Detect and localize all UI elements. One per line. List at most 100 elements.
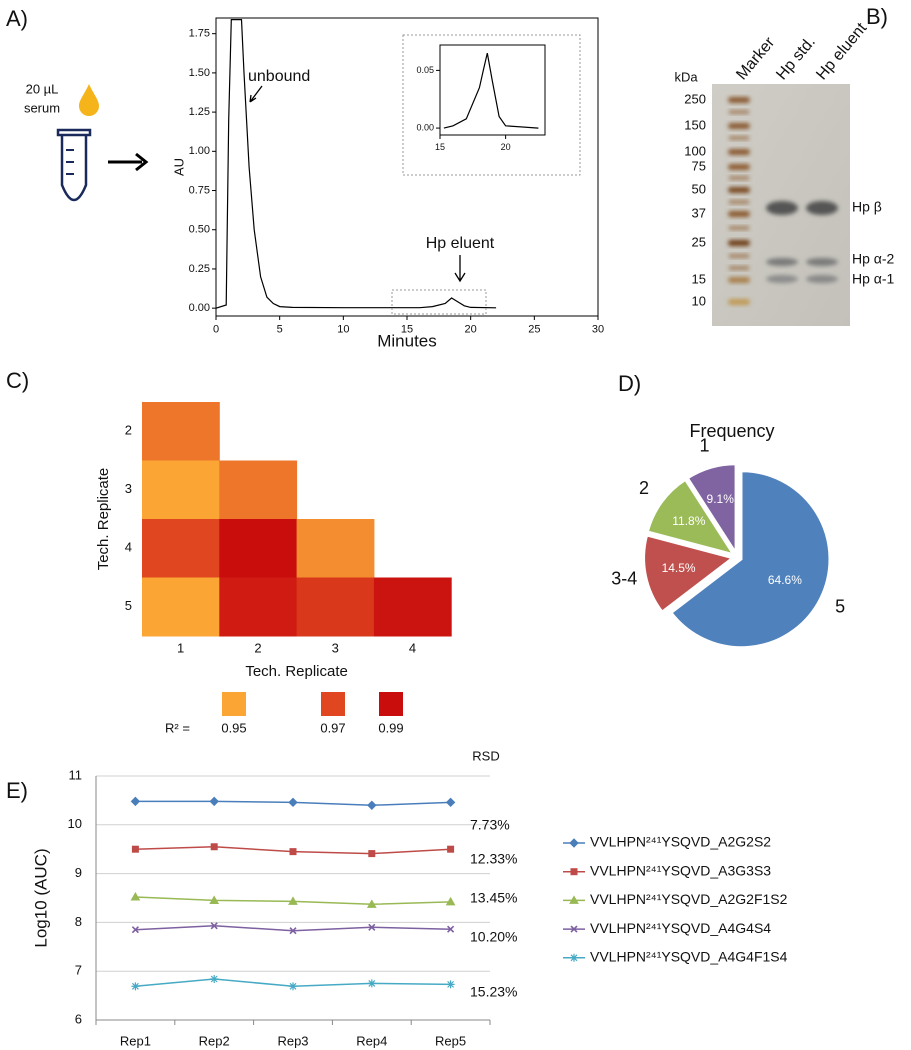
x-tick-label: 15 [401,323,413,335]
protein-band [806,201,838,215]
y-axis-label: Log10 (AUC) [31,848,50,947]
charts: 0.000.250.500.751.001.251.501.750 5 10 15 20… [31,17,845,1048]
drop-icon [79,84,99,116]
y-tick-label: 10 [68,816,82,831]
y-tick-label: 1.75 [189,28,210,40]
marker [209,895,220,904]
ladder-band [728,97,750,103]
category-label: 5 [835,597,845,617]
ladder-label: 15 [692,271,706,286]
x-axis-label: Tech. Replicate [245,663,348,680]
ladder-band [728,123,750,129]
ladder-band [728,277,750,283]
pie-slice [646,478,736,556]
column-label: 2 [254,640,261,655]
ladder-label: 150 [684,117,706,132]
marker [289,848,297,856]
line-chart: 0.00 0.25 0.50 0.75 1.00 1.25 1.50 1.75 0 5 10 15 20… [171,17,604,350]
heat-cell [142,577,220,637]
legend-label: VVLHPN²⁴¹YSQVD_A3G3S3 [590,862,771,878]
marker [445,896,456,906]
plot-frame [439,44,546,136]
marker [569,895,579,904]
protein-band [806,258,838,266]
lane-label: Marker [733,34,778,84]
band-label: Hp α-2 [852,251,895,267]
heat-cell [142,402,220,461]
marker [210,922,218,930]
marker [367,979,376,988]
column-label: 4 [409,640,416,655]
y-tick-label: 7 [75,963,82,978]
marker [288,896,298,905]
heat-cell [219,519,298,578]
heatmap: 2 3 4 5 1 2 3 4 Tech. Replicate Tech. Replicate R²… [95,402,452,735]
heat-cell [296,519,375,578]
legend-label: 0.95 [221,720,246,735]
rsd-label: 10.20% [470,929,517,945]
line-chart: 0.00 0.05 15 20 [416,44,546,152]
ladder-band [728,211,750,217]
legend-label: VVLHPN²⁴¹YSQVD_A2G2F1S2 [590,891,788,907]
rsd-label: 15.23% [470,984,517,1000]
marker [570,868,578,876]
marker [368,923,376,931]
value-label: 11.8% [672,514,705,528]
x-tick-label: Rep3 [277,1033,308,1048]
x-tick-label: 30 [592,323,604,335]
legend-swatch [222,692,246,716]
heat-cell [296,577,375,637]
protein-band [766,258,798,266]
panel-label: B) [866,4,888,29]
lane-label: Hp eluent [813,19,870,83]
marker [569,838,579,848]
ladder-label: 250 [684,91,706,106]
ladder-band [728,187,750,193]
protein-band [806,275,838,283]
ladder-band [729,176,749,180]
y-tick-label: 6 [75,1011,82,1026]
marker [446,980,455,989]
rsd-label: 13.45% [470,890,517,906]
legend-swatch [379,692,403,716]
column-label: 3 [332,640,339,655]
marker [209,796,219,807]
row-label: 3 [125,481,132,496]
y-tick-label: 0.05 [416,65,434,75]
ladder-band [729,200,749,204]
y-axis-label: AU [171,158,186,176]
protein-band [766,201,798,215]
schematic: 20 µL serum [24,81,149,202]
rsd-label: 7.73% [470,817,510,833]
panel-label: D) [618,371,641,396]
marker [366,899,377,908]
ladder-band [728,240,750,246]
line-chart: 6 7 8 9 10 11 Rep1 Rep2 Rep3 Rep4 Rep5 Log10 (AUC) V… [31,748,787,1048]
x-tick-label: 10 [337,323,349,335]
y-tick-label: 11 [69,767,83,782]
x-tick-label: 25 [528,323,540,335]
row-label: 2 [125,423,132,438]
data-line [443,52,539,129]
marker [210,843,218,851]
panel-label: E) [6,778,28,803]
marker [570,925,578,933]
marker [288,797,298,808]
pie-slice [686,463,737,556]
ladder-band [729,266,749,270]
data-line [215,19,497,309]
marker [131,845,139,853]
y-tick-label: 0.50 [189,224,210,236]
panel-label: C) [6,368,29,393]
pie-slice [670,470,831,649]
plot-frame [215,17,599,317]
tube-cap [56,128,92,137]
band-label: Hp β [852,199,882,215]
column-label: 1 [177,640,184,655]
marker [131,982,140,991]
value-label: 14.5% [662,561,696,575]
marker [130,892,141,901]
ladder-band [729,110,749,114]
pie-chart: Frequency 64.6% 5 14.5% 3-4 11.8% 2 9.1% 1 [611,421,845,649]
